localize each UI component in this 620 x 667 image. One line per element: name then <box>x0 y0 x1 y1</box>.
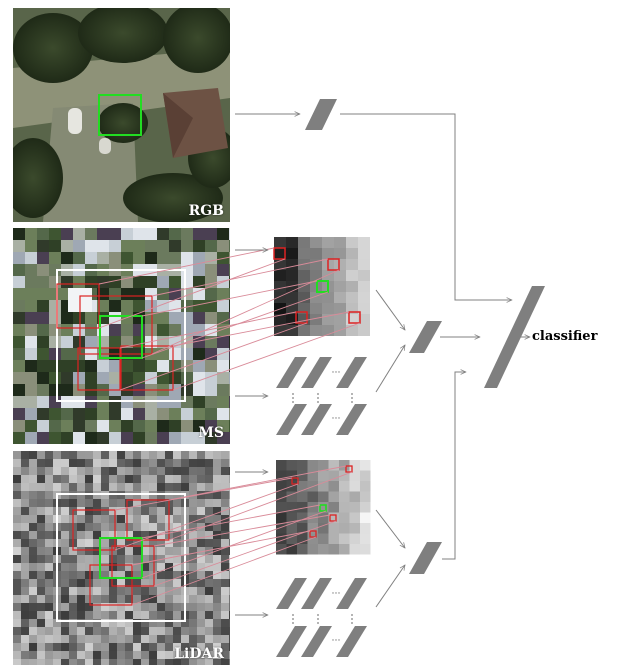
ms-windows <box>56 269 186 402</box>
flow-arrows <box>235 114 530 615</box>
lidar-label: LiDAR <box>174 646 224 662</box>
rgb-layer <box>305 99 337 130</box>
rgb-image-panel: RGB <box>13 8 230 222</box>
classifier-layer <box>484 286 545 388</box>
layer-blocks <box>276 99 545 657</box>
lidar-feature-map <box>276 460 371 555</box>
lidar-fusion-layer <box>409 542 442 574</box>
lidar-context-window <box>56 493 186 622</box>
ms-feature-map <box>274 237 370 336</box>
lidar-connector-lines <box>114 465 353 606</box>
ms-label: MS <box>198 425 224 441</box>
lidar-feature-map-windows <box>291 465 353 538</box>
lidar-windows <box>56 493 186 622</box>
ellipsis-dots <box>292 371 353 641</box>
rgb-highlight-box <box>98 94 142 136</box>
ms-connector-lines <box>98 247 361 391</box>
ms-fusion-layer <box>409 321 442 353</box>
classifier-label: classifier <box>532 329 598 344</box>
rgb-aerial-image <box>13 8 230 222</box>
ms-context-window <box>56 269 186 402</box>
rgb-label: RGB <box>188 203 224 219</box>
ms-feature-map-windows <box>273 247 361 324</box>
